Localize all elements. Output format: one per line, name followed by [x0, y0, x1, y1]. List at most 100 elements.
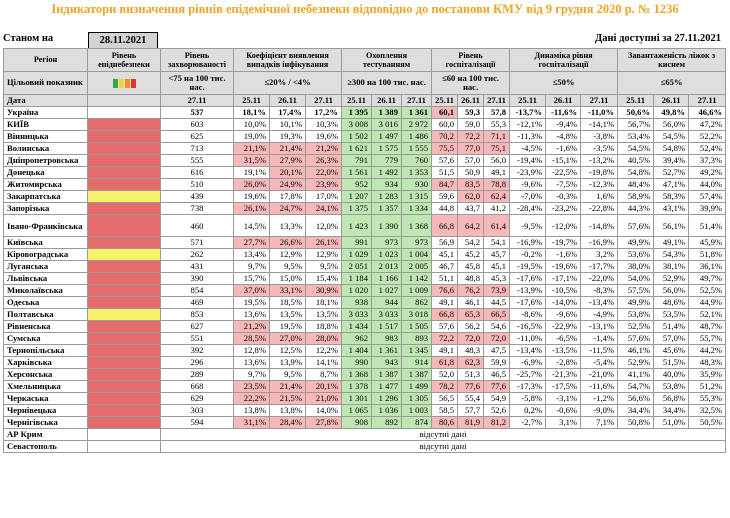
- value-cell: 1 517: [371, 320, 403, 333]
- date-morbidity: 27.11: [160, 94, 234, 107]
- value-cell: 17,8%: [269, 190, 306, 203]
- value-cell: 1 361: [371, 344, 403, 357]
- value-cell: 10,0%: [233, 118, 270, 131]
- value-cell: 13,3%: [269, 214, 306, 237]
- value-cell: 14,0%: [304, 404, 343, 417]
- date-cell: 25.11: [431, 94, 459, 107]
- value-cell: 46,1: [457, 296, 485, 309]
- value-cell: 66,5: [483, 308, 511, 321]
- value-cell: 49,9%: [617, 296, 655, 309]
- value-cell: 45,3: [483, 272, 511, 285]
- value-cell: 24,9%: [269, 178, 306, 191]
- value-cell: 9,5%: [269, 368, 306, 381]
- value-cell: 55,3: [483, 118, 511, 131]
- table-row: Дніпропетровська 555 31,5% 27,9% 26,3% 791 779…: [3, 154, 727, 167]
- table-row: Рівненська 627 21,2% 19,5% 18,8% 1 434 1 517 1 …: [3, 320, 727, 333]
- value-cell: 1 404: [341, 344, 373, 357]
- value-cell: 934: [371, 178, 403, 191]
- table-row: Хмельницька 668 23,5% 21,4% 20,1% 1 378 1 477 1…: [3, 380, 727, 393]
- value-cell: 983: [371, 332, 403, 345]
- value-cell: 58,9%: [617, 190, 655, 203]
- value-cell: -22,9%: [545, 320, 582, 333]
- value-cell: 12,2%: [304, 344, 343, 357]
- value-cell: -22,8%: [580, 202, 619, 215]
- level-cell: [87, 368, 161, 381]
- value-cell: 1 283: [371, 190, 403, 203]
- table-row: Луганська 431 9,7% 9,5% 9,5% 2 051 2 013 2 005 4…: [3, 260, 727, 273]
- value-cell: 15,0%: [269, 272, 306, 285]
- value-cell: 439: [160, 190, 234, 203]
- value-cell: 1 477: [371, 380, 403, 393]
- value-cell: 55,3%: [688, 392, 727, 405]
- value-cell: 48,3%: [688, 356, 727, 369]
- value-cell: 469: [160, 296, 234, 309]
- value-cell: 21,2%: [233, 320, 270, 333]
- value-cell: 21,2%: [304, 142, 343, 155]
- value-cell: 37,0%: [233, 284, 270, 297]
- status-bar: Станом на 28.11.2021 Дані доступні за 27…: [3, 32, 725, 49]
- value-cell: -13,1%: [580, 320, 619, 333]
- value-cell: 64,2: [457, 214, 485, 237]
- level-cell: [87, 106, 161, 119]
- level-cell: [87, 320, 161, 333]
- value-cell: 3 016: [371, 118, 403, 131]
- date-cell: 27.11: [580, 94, 619, 107]
- value-cell: 44,5: [483, 296, 511, 309]
- value-cell: 1 423: [341, 214, 373, 237]
- value-cell: -8,6%: [509, 308, 547, 321]
- value-cell: 52,7%: [653, 166, 690, 179]
- value-cell: 9,7%: [233, 368, 270, 381]
- value-cell: 45,1: [431, 248, 459, 261]
- value-cell: 1 368: [401, 214, 433, 237]
- value-cell: 48,3: [457, 344, 485, 357]
- region-name: Херсонська: [3, 368, 88, 381]
- value-cell: 28,5%: [233, 332, 270, 345]
- value-cell: 62,4: [483, 190, 511, 203]
- value-cell: -28,4%: [509, 202, 547, 215]
- value-cell: 1 003: [401, 404, 433, 417]
- value-cell: 54,1: [483, 236, 511, 249]
- value-cell: 59,6: [431, 190, 459, 203]
- value-cell: 51,2%: [688, 380, 727, 393]
- value-cell: -7,0%: [509, 190, 547, 203]
- target-detection: ≤20% / <4%: [232, 71, 343, 95]
- value-cell: 45,2: [457, 248, 485, 261]
- value-cell: 47,5: [483, 344, 511, 357]
- target-morbidity: <75 на 100 тис. нас.: [160, 71, 234, 95]
- value-cell: 3 033: [371, 308, 403, 321]
- value-cell: -4,8%: [545, 130, 582, 143]
- value-cell: 1 357: [371, 202, 403, 215]
- status-label: Станом на: [3, 33, 54, 44]
- value-cell: 50,8%: [617, 416, 655, 429]
- value-cell: 1 621: [341, 142, 373, 155]
- table-row: Черкаська 629 22,2% 21,5% 21,0% 1 301 1 296 1 3…: [3, 392, 727, 405]
- value-cell: -15,1%: [545, 154, 582, 167]
- level-cell: [87, 296, 161, 309]
- value-cell: 56,7%: [617, 118, 655, 131]
- region-name: АР Крим: [3, 428, 88, 441]
- level-cell: [87, 284, 161, 297]
- value-cell: 49,7%: [688, 272, 727, 285]
- date-cell: 27.11: [688, 94, 727, 107]
- value-cell: 22,0%: [304, 166, 343, 179]
- value-cell: 54,5%: [653, 130, 690, 143]
- value-cell: 60,1: [431, 106, 459, 119]
- value-cell: 39,4%: [653, 154, 690, 167]
- level-cell: [87, 154, 161, 167]
- table-row: КИЇВ 603 10,0% 10,1% 10,3% 3 008 3 016 2 972 60,…: [3, 118, 727, 131]
- value-cell: 46,6%: [688, 106, 727, 119]
- no-data-cell: відсутні дані: [159, 440, 727, 453]
- value-cell: -2,7%: [509, 416, 547, 429]
- report-title: Індикатори визначення рівнів епідемічної…: [51, 2, 679, 16]
- legend-swatch-yellow: [118, 78, 124, 88]
- value-cell: 40,0%: [653, 368, 690, 381]
- value-cell: 18,8%: [304, 320, 343, 333]
- value-cell: 1 029: [341, 248, 373, 261]
- value-cell: 20,1%: [269, 166, 306, 179]
- value-cell: 616: [160, 166, 234, 179]
- value-cell: 0,2%: [509, 404, 547, 417]
- value-cell: -0,3%: [545, 190, 582, 203]
- value-cell: 60,0: [431, 118, 459, 131]
- value-cell: -3,1%: [545, 392, 582, 405]
- region-name: Рівненська: [3, 320, 88, 333]
